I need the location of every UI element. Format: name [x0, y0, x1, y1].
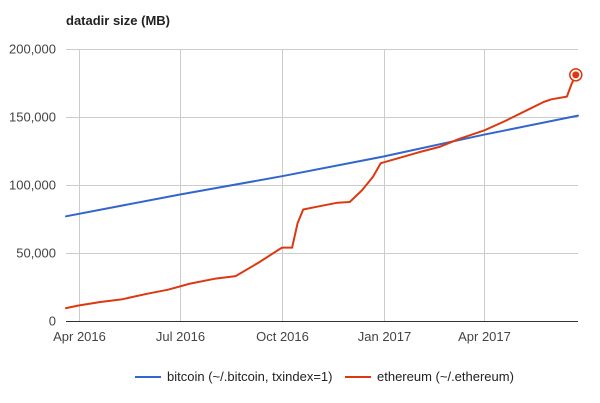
legend-label: bitcoin (~/.bitcoin, txindex=1) [167, 369, 332, 384]
legend-label: ethereum (~/.ethereum) [377, 369, 514, 384]
legend: bitcoin (~/.bitcoin, txindex=1) ethereum … [135, 369, 514, 384]
data-series [65, 68, 583, 310]
x-tick-label: Oct 2016 [256, 329, 309, 344]
axis-tick-labels: 0 50,000 100,000 150,000 200,000 Apr 2016 Jul … [9, 42, 511, 345]
y-tick-label: 200,000 [9, 42, 56, 57]
x-tick-label: Apr 2017 [458, 329, 511, 344]
x-tick-label: Jan 2017 [358, 329, 412, 344]
y-tick-label: 50,000 [16, 246, 56, 261]
y-tick-label: 150,000 [9, 110, 56, 125]
x-tick-label: Jul 2016 [156, 329, 205, 344]
x-tick-label: Apr 2016 [53, 329, 106, 344]
series-line-ethereum [65, 73, 577, 310]
series-line-bitcoin [65, 114, 579, 218]
y-tick-label: 0 [49, 314, 56, 329]
y-tick-label: 100,000 [9, 178, 56, 193]
highlighted-point[interactable] [572, 71, 580, 79]
grid-lines [66, 49, 578, 322]
chart-title: datadir size (MB) [66, 13, 170, 28]
